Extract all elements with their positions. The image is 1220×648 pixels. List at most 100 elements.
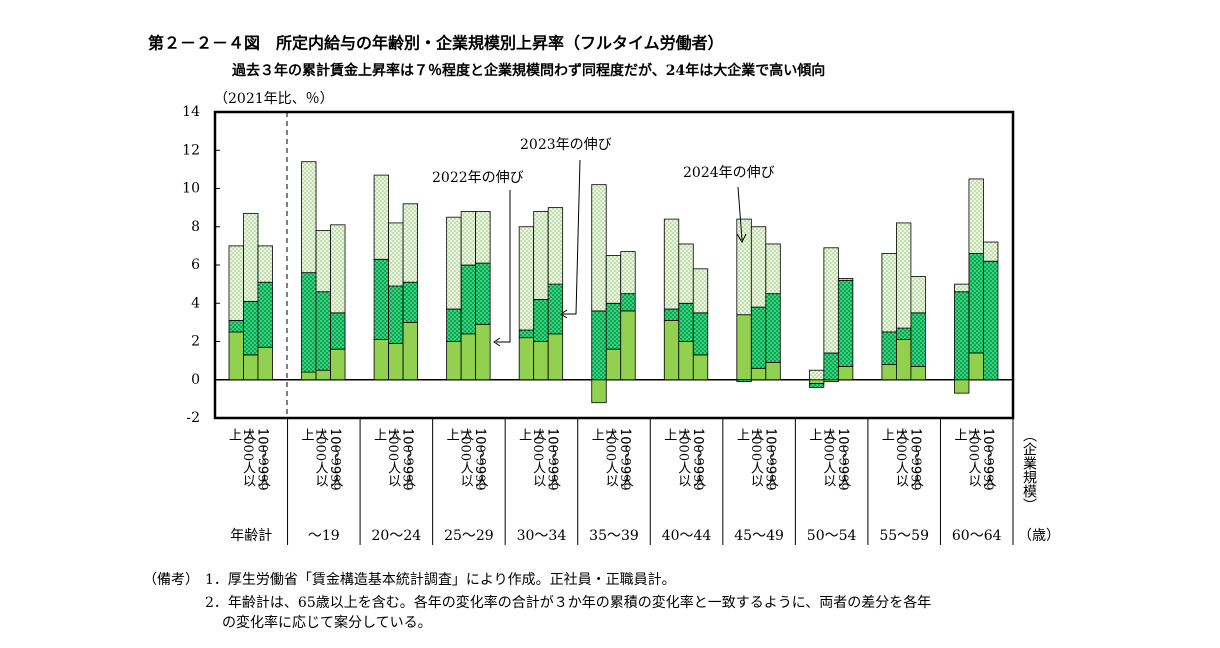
y-tick-label: 12: [182, 142, 200, 158]
bar: [692, 354, 709, 381]
bar: [765, 362, 781, 381]
x-tick-label: 10～99人: [255, 428, 270, 488]
bar: [823, 352, 839, 381]
x-tick-label: 100～999人: [240, 428, 270, 491]
x-group-label: 20～24: [371, 528, 422, 544]
bar: [460, 333, 477, 381]
x-tick-label: 1000人以上: [878, 428, 908, 488]
x-tick-label: 1000人以上: [951, 428, 981, 488]
bar: [315, 230, 331, 293]
bar: [954, 283, 970, 293]
x-tick-label: 100～999人: [820, 428, 850, 491]
x-tick-label: 100～999人: [748, 428, 778, 491]
bar: [243, 300, 259, 356]
x-tick-label: 1000人以上: [516, 428, 546, 488]
bar: [896, 327, 912, 340]
x-tick-label: 1000人以上: [443, 428, 473, 488]
bar: [228, 320, 244, 333]
x-tick-label: 10～99人: [907, 428, 923, 488]
arrow-head: [493, 337, 501, 347]
x-tick-label: 10～99人: [327, 428, 343, 488]
bar: [837, 365, 854, 381]
bar: [301, 371, 317, 381]
bar: [983, 241, 999, 262]
annotation: 2023年の伸び: [520, 137, 612, 153]
bar: [533, 211, 549, 300]
x-tick-label: 10～99人: [762, 428, 778, 488]
bar: [402, 203, 418, 283]
bar: [736, 218, 752, 316]
x-tick-label: 10～99人: [472, 428, 488, 488]
bar: [881, 364, 897, 381]
x-tick-label: 10～99人: [400, 428, 416, 488]
bar: [678, 243, 694, 304]
bar: [547, 283, 564, 335]
x-tick-label: 1000人以上: [588, 428, 618, 488]
bar: [446, 341, 462, 381]
bar: [460, 264, 477, 335]
bar: [475, 262, 491, 325]
bar: [547, 333, 564, 381]
bar: [808, 369, 825, 381]
y-tick-label: 6: [191, 257, 200, 273]
bar: [954, 291, 970, 381]
y-tick-label: 0: [191, 372, 200, 388]
y-tick-label: 8: [191, 219, 200, 235]
x-tick-label: 100～999人: [458, 428, 488, 491]
bar: [910, 276, 926, 314]
bar: [518, 226, 535, 331]
bar: [330, 312, 346, 350]
plot-frame: [213, 110, 1015, 420]
bar: [765, 243, 781, 295]
x-group-label: 35～39: [589, 528, 639, 544]
bar: [388, 222, 404, 287]
bar: [533, 341, 549, 381]
x-tick-label: 1000人以上: [371, 428, 401, 488]
x-group-label: 年齢計: [230, 528, 273, 544]
bar: [896, 222, 912, 329]
bar: [591, 184, 607, 312]
bar: [228, 331, 244, 381]
bar: [605, 348, 622, 381]
bar: [330, 348, 346, 381]
notes-label: （備考）: [143, 572, 199, 588]
bar: [446, 308, 462, 342]
arrow: [737, 186, 743, 241]
arrow-head: [560, 309, 568, 319]
y-tick-label: -2: [186, 410, 200, 426]
bar: [518, 329, 535, 339]
x-tick-label: 10～99人: [980, 428, 996, 488]
bar: [678, 302, 694, 342]
bar: [547, 207, 564, 285]
bar: [402, 281, 418, 323]
bar: [605, 302, 622, 350]
bar: [257, 245, 273, 283]
bar: [373, 258, 389, 340]
bar: [591, 310, 607, 381]
arrow-head: [736, 233, 747, 244]
chart-title: 第２－２－４図 所定内給与の年齢別・企業規模別上昇率（フルタイム労働者）: [148, 34, 724, 53]
x-tick-label: 100～999人: [603, 428, 633, 491]
annotation: 2022年の伸び: [432, 170, 524, 186]
y-tick-label: 10: [182, 181, 200, 197]
bar: [315, 369, 331, 381]
bar: [663, 308, 680, 321]
bar: [315, 291, 331, 371]
x-group-label: 50～54: [806, 528, 857, 544]
bar: [330, 224, 346, 314]
bar: [663, 320, 680, 381]
bar: [983, 260, 999, 381]
bar: [678, 341, 694, 381]
bar: [808, 383, 825, 388]
note: の変化率に応じて案分している。: [222, 615, 432, 631]
bar: [460, 211, 477, 266]
bar: [373, 339, 389, 381]
x-tick-label: 1000人以上: [733, 428, 763, 488]
bar: [620, 310, 636, 381]
bar: [823, 247, 839, 354]
bar: [808, 379, 825, 384]
bar: [968, 178, 984, 254]
arrow: [496, 190, 511, 343]
bar: [910, 312, 926, 367]
